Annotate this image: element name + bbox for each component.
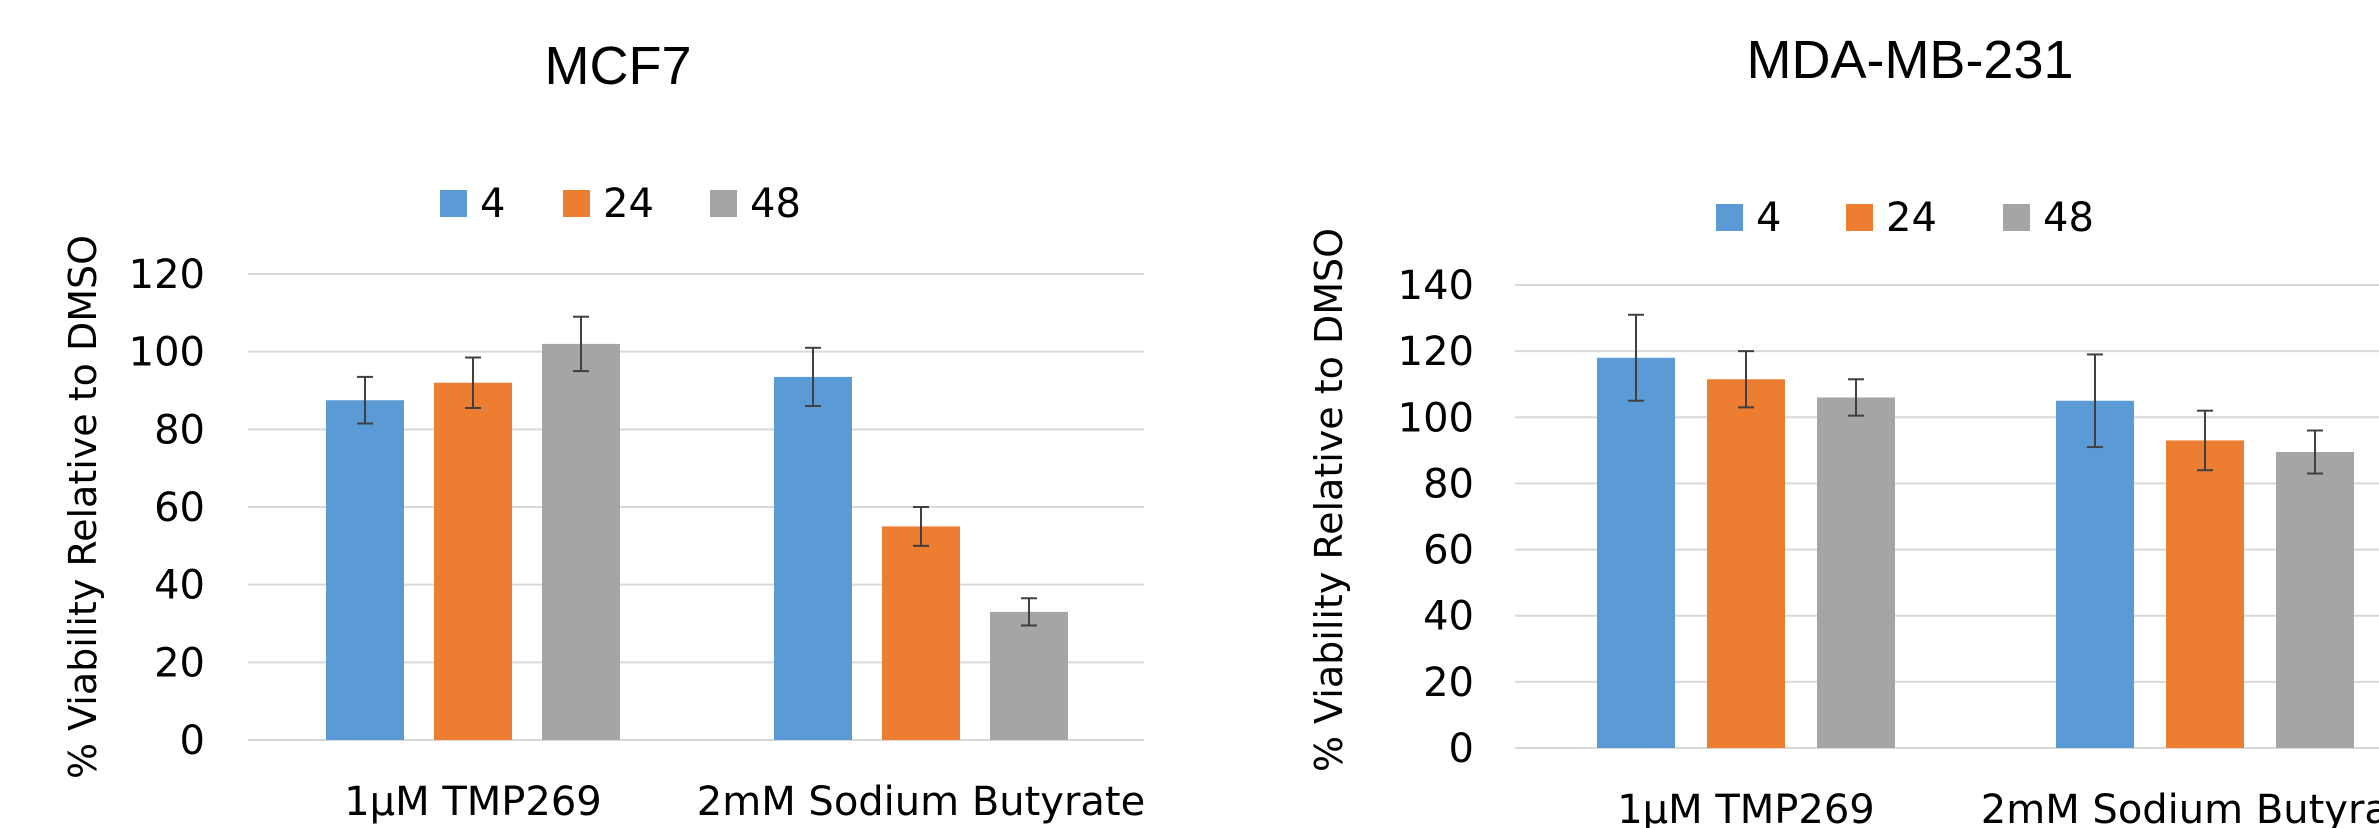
y-tick-label: 140 [1398,263,1474,309]
legend-label: 4 [480,181,505,227]
y-tick-label: 20 [154,640,205,686]
category-label: 2mM Sodium Butyrate [1981,787,2379,828]
bar-24-1 [882,526,960,740]
legend-label: 24 [1886,195,1937,241]
y-tick-label: 100 [129,330,205,376]
bar-48-1 [2276,452,2354,748]
bar-24-1 [2166,440,2244,748]
legend-swatch-4 [1716,204,1743,231]
legend-label: 24 [603,181,654,227]
y-tick-label: 40 [1423,594,1474,640]
category-label: 2mM Sodium Butyrate [697,779,1145,825]
chart-title: MDA-MB-231 [1746,30,2073,90]
bar-48-0 [1817,397,1895,748]
legend-swatch-24 [563,190,590,217]
legend-swatch-4 [440,190,467,217]
y-tick-label: 100 [1398,395,1474,441]
bar-48-1 [990,611,1068,740]
y-tick-label: 60 [1423,528,1474,574]
y-tick-label: 20 [1423,660,1474,706]
legend-swatch-24 [1846,204,1873,231]
y-tick-label: 40 [154,563,205,609]
legend-label: 48 [2043,195,2094,241]
y-axis-label: % Viability Relative to DMSO [61,235,105,779]
bar-4-0 [326,400,404,740]
y-tick-label: 0 [1449,726,1474,772]
chart-title: MCF7 [545,36,692,96]
legend-swatch-48 [710,190,737,217]
chart-mda-mb-231: MDA-MB-231 0 20 40 60 80 100 120 140 % Viability … [1307,30,2379,828]
chart-mcf7: MCF7 0 20 40 60 80 100 120 % Viability Relative … [61,36,1145,825]
y-tick-label: 120 [129,252,205,298]
legend-label: 4 [1756,195,1781,241]
bar-4-1 [2056,400,2134,748]
bar-4-0 [1597,357,1675,748]
y-tick-label: 0 [180,718,205,764]
y-tick-label: 80 [1423,461,1474,507]
category-label: 1µM TMP269 [344,779,602,825]
y-tick-label: 60 [154,485,205,531]
bar-24-0 [434,382,512,740]
y-axis-label: % Viability Relative to DMSO [1307,228,1351,772]
bar-4-1 [774,376,852,740]
legend-label: 48 [750,181,801,227]
bar-48-0 [542,343,620,740]
legend-swatch-48 [2003,204,2030,231]
y-tick-label: 80 [154,407,205,453]
y-tick-label: 120 [1398,329,1474,375]
bar-24-0 [1707,379,1785,748]
category-label: 1µM TMP269 [1617,787,1875,828]
